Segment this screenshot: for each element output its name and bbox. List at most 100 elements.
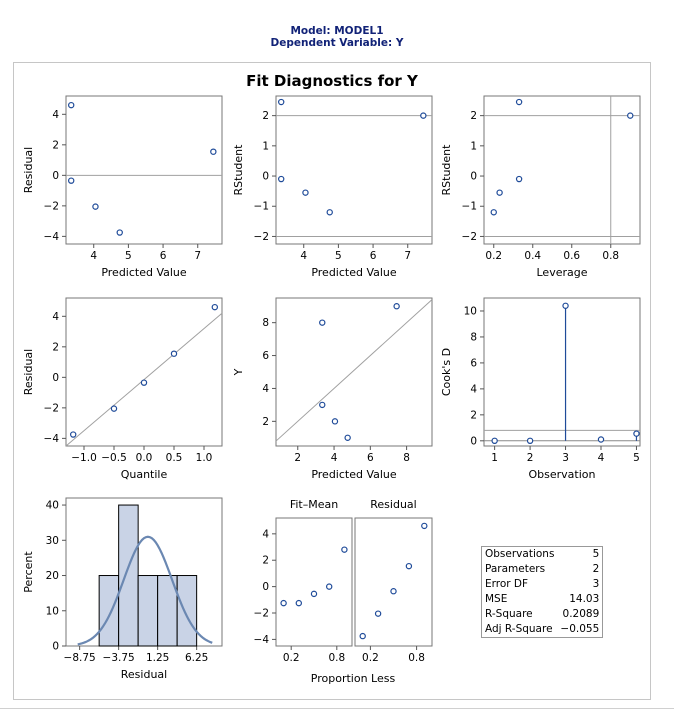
y-tick-label: −2 <box>44 200 59 212</box>
fit-statistic-row: MSE 14.03 <box>482 592 603 607</box>
residual-vs-predicted-chart: 4 5 6 7 −4 −2 0 2 4 Predicted Value Residual <box>22 95 223 279</box>
model-header: Model: MODEL1 <box>290 25 384 37</box>
y-tick-label: 2 <box>52 139 59 151</box>
y-axis-label: RStudent <box>440 144 453 196</box>
data-point <box>627 112 634 119</box>
residual-histogram-chart: −8.75 −3.75 1.25 6.25 0 10 20 30 40 Residual Perce… <box>22 497 223 681</box>
data-point <box>310 590 318 598</box>
y-tick-label: 0 <box>470 435 477 447</box>
y-tick-label: 2 <box>470 110 477 122</box>
x-tick-label: 5 <box>125 250 132 262</box>
x-axis-label: Predicted Value <box>311 468 397 481</box>
panel-label: Residual <box>370 498 416 511</box>
x-tick-label: 1.0 <box>196 452 213 464</box>
data-point <box>341 546 348 553</box>
histogram-bar <box>176 575 198 647</box>
x-axis-label: Observation <box>529 468 596 481</box>
y-tick-label: 0 <box>52 170 59 182</box>
x-tick-label: 6 <box>367 452 374 464</box>
x-tick-label: 5 <box>335 250 342 262</box>
cooks-d-chart: 1 2 3 4 5 0 2 4 6 8 10 Observation Cook's D <box>440 297 641 481</box>
fit-statistic-label: R-Square <box>485 608 533 620</box>
y-tick-label: −2 <box>44 402 59 414</box>
residual-qq-chart: −1.0 −0.5 0.0 0.5 1.0 −4 −2 0 2 4 Quantile Residual <box>22 297 223 481</box>
rstudent-vs-leverage-plot-area <box>483 95 641 245</box>
residual-fit-spread-0-plot-area <box>275 517 353 647</box>
x-axis-label: Predicted Value <box>101 266 187 279</box>
data-point <box>110 405 118 412</box>
x-axis-label: Residual <box>121 668 167 681</box>
rstudent-vs-leverage-chart: 0.2 0.4 0.6 0.8 −2 −1 0 1 2 Leverage RStudent <box>440 95 641 279</box>
y-tick-label: 2 <box>262 416 269 428</box>
fit-statistic-label: MSE <box>485 593 508 605</box>
histogram-bar <box>118 504 139 647</box>
y-tick-label: 8 <box>262 317 269 329</box>
y-tick-label: −4 <box>44 433 60 445</box>
y-tick-label: 4 <box>52 109 59 121</box>
y-tick-label: 6 <box>262 350 269 362</box>
rstudent-vs-predicted-chart: 4 5 6 7 −2 −1 0 1 2 Predicted Value RStudent <box>232 95 433 279</box>
fit-statistic-row: Error DF 3 <box>482 577 603 592</box>
x-tick-label: 5 <box>633 452 640 464</box>
x-tick-label: 6 <box>370 250 377 262</box>
y-tick-label: 10 <box>464 305 477 317</box>
data-point <box>490 209 497 216</box>
data-point <box>140 379 148 386</box>
data-point <box>515 98 523 106</box>
y-axis-label: Percent <box>22 551 35 593</box>
x-tick-label: −0.5 <box>101 452 127 464</box>
needle-point <box>597 436 605 443</box>
x-tick-label: 7 <box>194 250 201 262</box>
data-point <box>69 431 77 438</box>
y-axis-label: Cook's D <box>440 348 453 396</box>
y-tick-label: −2 <box>254 231 269 243</box>
data-point <box>421 522 428 530</box>
x-tick-label: 6 <box>160 250 167 262</box>
x-tick-label: 1.25 <box>146 652 169 664</box>
y-tick-label: 1 <box>470 140 477 152</box>
x-tick-label: 0.8 <box>602 250 619 262</box>
fit-statistic-label: Parameters <box>485 563 546 575</box>
data-point <box>116 229 123 236</box>
y-tick-label: 2 <box>470 409 477 421</box>
panel-label: Fit–Mean <box>290 498 338 511</box>
normal-density-curve <box>77 535 213 646</box>
data-point <box>67 101 75 109</box>
x-tick-label: 2 <box>294 452 301 464</box>
cooks-d-plot-area <box>483 297 641 447</box>
data-point <box>319 401 326 409</box>
data-point <box>67 177 75 184</box>
rstudent-vs-predicted-plot-area <box>275 95 433 245</box>
x-tick-label: 0.6 <box>563 250 580 262</box>
fit-statistic-value: 0.2089 <box>562 608 600 620</box>
y-axis-label: RStudent <box>232 144 245 196</box>
data-point <box>170 350 178 357</box>
x-tick-label: 0.2 <box>283 652 300 664</box>
data-point <box>302 189 309 196</box>
x-axis-label: Predicted Value <box>311 266 397 279</box>
data-point <box>326 583 333 590</box>
y-tick-label: −4 <box>44 231 60 243</box>
x-tick-label: 0.4 <box>524 250 541 262</box>
fit-statistic-value: 14.03 <box>569 593 600 605</box>
y-tick-label: 0 <box>52 372 59 384</box>
residual-fit-spread-chart: 0.2 0.8 −4 −2 0 2 4 Fit–Mean 0.2 0.8 Residual Propo… <box>254 498 433 685</box>
fit-statistic-row: R-Square 0.2089 <box>482 607 603 622</box>
diagnostics-panel-frame <box>13 62 651 700</box>
data-point <box>344 434 351 441</box>
y-tick-label: −4 <box>254 634 270 646</box>
y-tick-label: −2 <box>254 608 269 620</box>
data-point <box>331 418 339 425</box>
y-tick-label: 30 <box>46 535 59 547</box>
histogram-bar <box>137 575 159 647</box>
x-tick-label: 1 <box>491 452 498 464</box>
x-axis-label: Leverage <box>537 266 588 279</box>
observed-vs-predicted-plot-area <box>275 297 433 447</box>
x-axis-label: Proportion Less <box>311 672 396 685</box>
x-tick-label: 0.2 <box>485 250 502 262</box>
data-point <box>405 562 413 570</box>
y-tick-label: 4 <box>262 528 269 540</box>
data-point <box>92 203 99 210</box>
fit-statistics-table: Observations 5 Parameters 2 Error DF 3 MSE 14.0… <box>481 546 604 638</box>
